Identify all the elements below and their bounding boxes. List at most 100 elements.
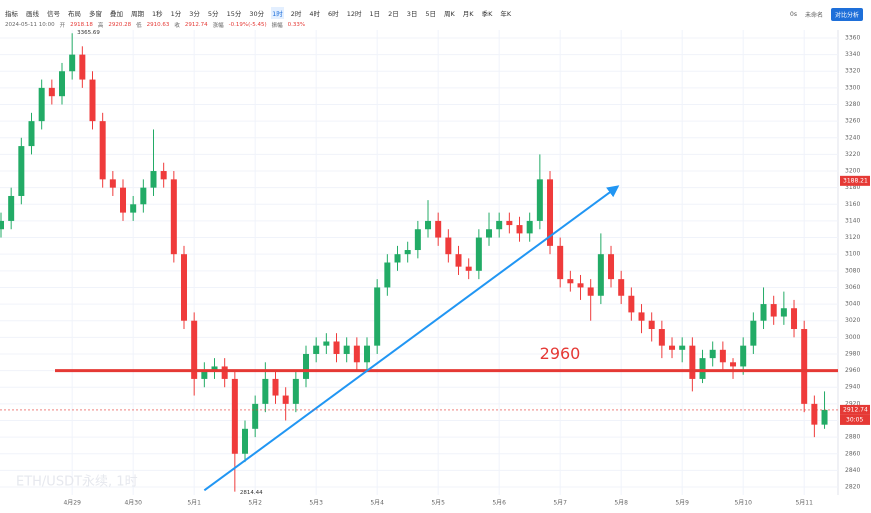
interval-button[interactable]: 4时 (309, 10, 321, 18)
candle-body (0, 220, 4, 230)
x-tick-label: 5月2 (248, 500, 262, 507)
tool-button[interactable]: 布局 (68, 10, 81, 18)
toolbar-item[interactable]: 未命名 (804, 12, 823, 19)
y-tick-label: 3060 (845, 284, 860, 291)
tool-button[interactable]: 信号 (47, 10, 60, 18)
x-tick-label: 4月29 (63, 500, 81, 507)
candle-body (516, 225, 523, 234)
compare-button[interactable]: 对比分析 (830, 8, 863, 21)
y-tick-label: 3360 (845, 34, 860, 41)
interval-button[interactable]: 12时 (346, 10, 362, 18)
low-label: 2814.44 (240, 490, 263, 496)
tool-button[interactable]: 指标 (5, 10, 18, 18)
candle-body (811, 403, 818, 425)
candle-body (79, 54, 86, 80)
y-tick-label: 3020 (845, 317, 860, 324)
interval-button[interactable]: 1秒 (152, 10, 163, 18)
info-value: 2918.18 (70, 22, 93, 28)
y-tick-label: 2820 (845, 484, 860, 491)
candle-body (455, 254, 462, 267)
candle-body (191, 320, 198, 379)
interval-button[interactable]: 2时 (290, 10, 302, 18)
interval-button[interactable]: 6时 (328, 10, 339, 18)
candle-body (323, 341, 330, 346)
candle-body (140, 187, 147, 205)
tool-button[interactable]: 叠加 (110, 10, 123, 18)
candle-body (760, 304, 767, 321)
x-tick-label: 5月8 (614, 500, 628, 507)
interval-button[interactable]: 3日 (406, 10, 418, 18)
interval-button[interactable]: 周K (444, 10, 455, 18)
candle-body (740, 345, 747, 367)
interval-button[interactable]: 1时 (271, 7, 284, 19)
candle-body (211, 366, 218, 371)
interval-button[interactable]: 5日 (425, 10, 437, 18)
candle-body (28, 121, 35, 147)
toolbar: 指标 画线 信号 布局 多窗 叠加 周期 1秒 1分 3分 5分 15分 30分 1时 2时 4时 6时 12时 1… (0, 0, 871, 32)
candle-body (597, 254, 604, 296)
candle-body (38, 87, 45, 122)
candle-body (435, 220, 442, 238)
candle-body (689, 345, 696, 379)
y-tick-label: 3160 (845, 201, 860, 208)
toolbar-item[interactable]: 0s (790, 11, 797, 18)
interval-button[interactable]: 15分 (226, 10, 242, 18)
candle-body (669, 345, 676, 350)
candle-body (262, 378, 269, 404)
candle-body (567, 279, 574, 284)
candle-body (313, 345, 320, 354)
candle-body (770, 304, 777, 317)
info-value: 2910.63 (146, 22, 170, 28)
interval-button[interactable]: 3分 (189, 10, 200, 18)
candle-body (89, 79, 96, 122)
candle-body (486, 229, 493, 238)
y-tick-label: 3340 (845, 51, 860, 58)
interval-button[interactable]: 2日 (388, 10, 399, 18)
candle-body (719, 349, 726, 363)
y-tick-label: 3260 (845, 118, 860, 125)
candle-body (414, 229, 421, 251)
info-value: 0.33% (287, 22, 306, 28)
info-value: 2912.74 (184, 22, 208, 28)
candle-body (780, 308, 787, 317)
info-key: 振幅 (271, 23, 283, 29)
y-tick-label: 3120 (845, 234, 860, 241)
candle-body (577, 283, 584, 288)
candle-body (394, 254, 401, 263)
interval-button[interactable]: 年K (500, 10, 512, 18)
candle-body (384, 262, 391, 288)
candle-body (821, 409, 828, 425)
tool-button[interactable]: 周期 (131, 10, 144, 18)
interval-button[interactable]: 1日 (369, 10, 381, 18)
interval-button[interactable]: 30分 (249, 10, 265, 18)
y-tick-label: 3080 (845, 267, 860, 274)
candle-body (303, 353, 310, 379)
interval-button[interactable]: 5分 (207, 10, 219, 18)
tool-button[interactable]: 画线 (26, 10, 39, 18)
candle-body (475, 237, 482, 271)
x-tick-label: 5月9 (675, 500, 689, 507)
candle-body (679, 345, 686, 350)
interval-button[interactable]: 季K (481, 10, 493, 18)
candle-body (374, 287, 381, 346)
y-tick-label: 2860 (845, 450, 860, 457)
y-tick-label: 3320 (845, 68, 860, 75)
watermark: ETH/USDT永续, 1时 (16, 475, 138, 490)
y-tick-label: 2980 (845, 350, 860, 357)
candle-body (160, 171, 167, 180)
y-tick-label: 2880 (845, 434, 860, 441)
candle-body (506, 220, 513, 226)
info-key: 收 (174, 23, 180, 29)
y-tick-label: 3100 (845, 251, 860, 258)
candle-body (547, 179, 554, 246)
interval-button[interactable]: 1分 (170, 10, 182, 18)
x-tick-label: 5月10 (734, 500, 752, 507)
y-tick-label: 2920 (845, 400, 860, 407)
y-tick-label: 3180 (845, 184, 860, 191)
candle-body (231, 378, 238, 454)
candle-body (333, 341, 340, 354)
interval-button[interactable]: 月K (462, 10, 474, 18)
candle-body (292, 378, 299, 404)
tool-button[interactable]: 多窗 (89, 10, 102, 18)
y-tick-label: 3040 (845, 301, 860, 308)
